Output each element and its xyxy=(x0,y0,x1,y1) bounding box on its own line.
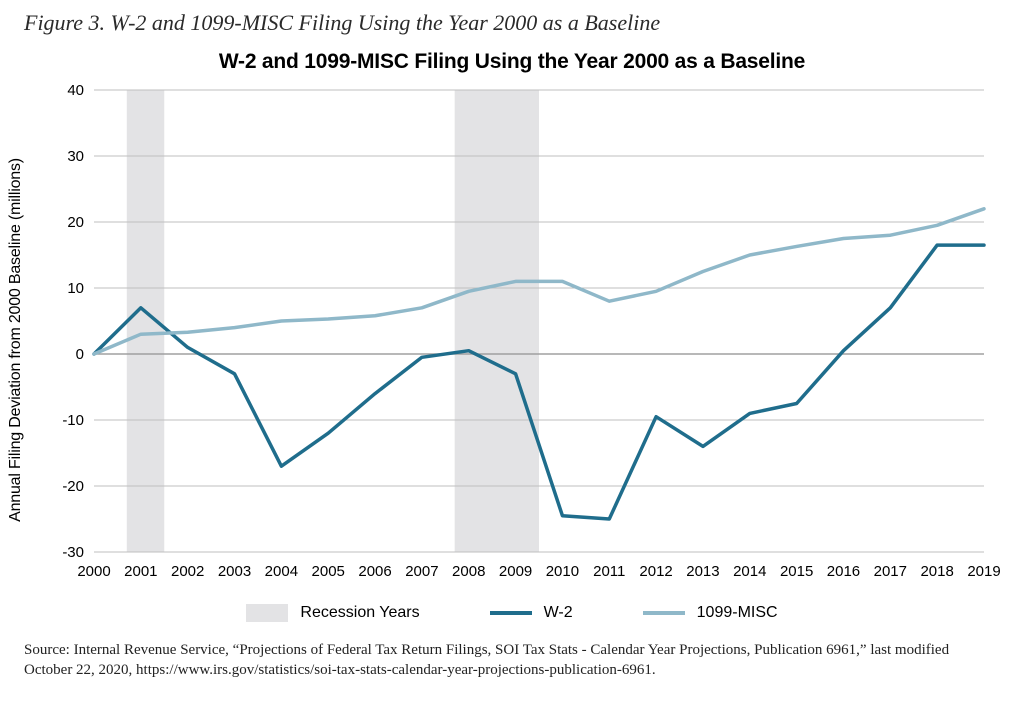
chart-legend: Recession Years W-2 1099-MISC xyxy=(22,604,1002,622)
legend-label: 1099-MISC xyxy=(697,604,778,622)
x-tick-label: 2017 xyxy=(874,563,907,580)
line-chart-svg: -30 -20 -10 0 10 20 30 40 2000 2001 2002 2003 2004 20… xyxy=(22,80,1002,600)
legend-label: W-2 xyxy=(544,604,573,622)
x-tick-label: 2009 xyxy=(499,563,532,580)
y-tick-label: 20 xyxy=(67,214,84,231)
x-tick-label: 2007 xyxy=(405,563,438,580)
x-tick-label: 2014 xyxy=(733,563,766,580)
legend-swatch-rect xyxy=(246,604,288,622)
y-tick-label: -30 xyxy=(62,544,84,561)
x-tick-label: 2010 xyxy=(546,563,579,580)
y-tick-label: 40 xyxy=(67,82,84,99)
legend-label: Recession Years xyxy=(300,604,419,622)
y-tick-label: -20 xyxy=(62,478,84,495)
legend-item: W-2 xyxy=(490,604,573,622)
x-tick-label: 2000 xyxy=(77,563,110,580)
x-tick-label: 2004 xyxy=(265,563,298,580)
y-axis-label: Annual Filing Deviation from 2000 Baseli… xyxy=(7,158,25,522)
legend-swatch-line xyxy=(490,611,532,615)
x-tick-label: 2015 xyxy=(780,563,813,580)
chart-area: Annual Filing Deviation from 2000 Baseli… xyxy=(22,80,1002,600)
chart-title: W-2 and 1099-MISC Filing Using the Year … xyxy=(22,50,1002,74)
legend-item: 1099-MISC xyxy=(643,604,778,622)
x-tick-label: 2016 xyxy=(827,563,860,580)
recession-band xyxy=(455,90,539,552)
y-tick-label: 10 xyxy=(67,280,84,297)
x-tick-label: 2001 xyxy=(124,563,157,580)
y-tick-label: 30 xyxy=(67,148,84,165)
y-tick-label: 0 xyxy=(76,346,84,363)
y-tick-label: -10 xyxy=(62,412,84,429)
x-tick-label: 2006 xyxy=(358,563,391,580)
x-tick-label: 2005 xyxy=(312,563,345,580)
legend-swatch-line xyxy=(643,611,685,615)
x-tick-label: 2002 xyxy=(171,563,204,580)
x-tick-label: 2019 xyxy=(967,563,1000,580)
x-tick-label: 2008 xyxy=(452,563,485,580)
source-note: Source: Internal Revenue Service, “Proje… xyxy=(24,640,1000,681)
x-tick-label: 2013 xyxy=(686,563,719,580)
figure-caption: Figure 3. W-2 and 1099-MISC Filing Using… xyxy=(24,10,1002,36)
legend-item: Recession Years xyxy=(246,604,419,622)
x-tick-label: 2018 xyxy=(920,563,953,580)
x-tick-label: 2012 xyxy=(639,563,672,580)
figure-container: Figure 3. W-2 and 1099-MISC Filing Using… xyxy=(0,0,1024,714)
x-tick-label: 2003 xyxy=(218,563,251,580)
x-tick-label: 2011 xyxy=(593,563,625,580)
